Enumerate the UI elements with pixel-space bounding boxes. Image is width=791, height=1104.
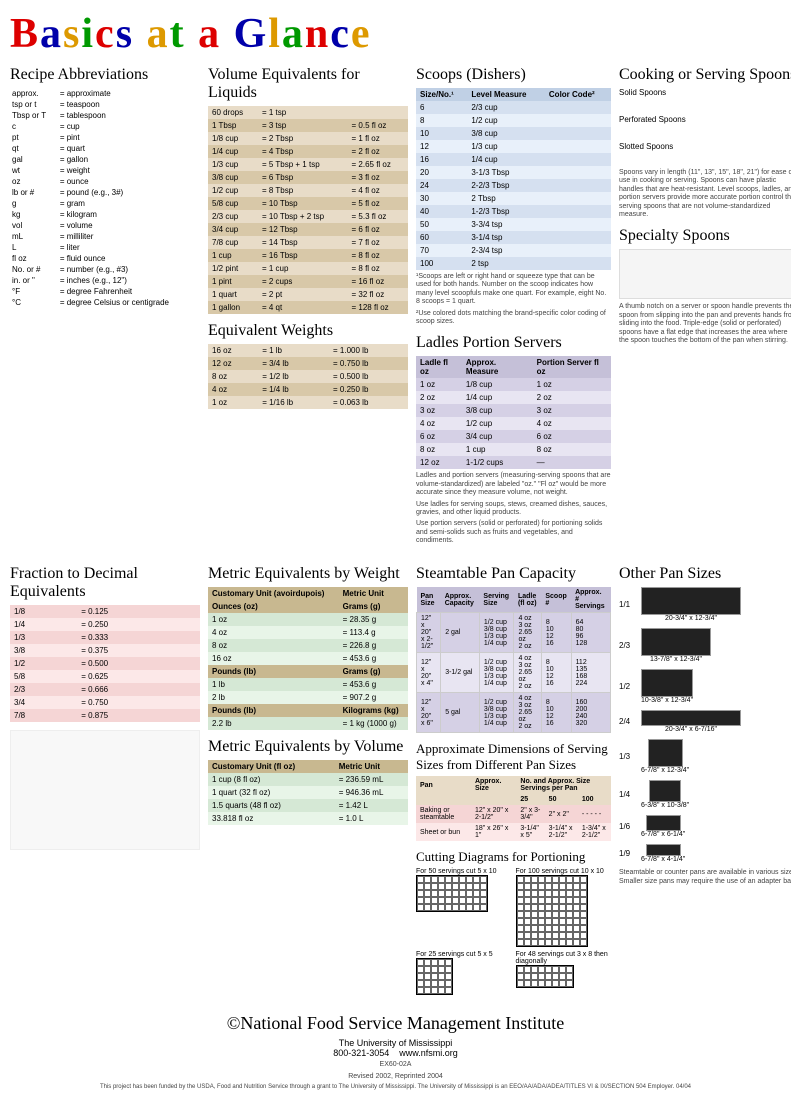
main-title: Basics at a Glance bbox=[10, 10, 781, 58]
note: Use portion servers (solid or perforated… bbox=[416, 520, 611, 545]
section-title: Specialty Spoons bbox=[619, 227, 791, 245]
cutting-diagrams: Cutting Diagrams for Portioning For 50 s… bbox=[416, 849, 611, 995]
section-title: Metric Equivalents by Weight bbox=[208, 565, 408, 583]
section-title: Metric Equivalents by Volume bbox=[208, 738, 408, 756]
other-pan-sizes: Other Pan Sizes 1/120-3/4" x 12-3/4"2/31… bbox=[619, 565, 791, 886]
footer-doc: EX60-02A bbox=[10, 1061, 781, 1069]
scoops: Scoops (Dishers) Size/No.¹Level MeasureC… bbox=[416, 66, 611, 326]
section-title: Scoops (Dishers) bbox=[416, 66, 611, 84]
spoon-image-placeholder bbox=[619, 249, 791, 299]
section-title: Steamtable Pan Capacity bbox=[416, 565, 611, 583]
cooking-spoons: Cooking or Serving Spoons Solid SpoonsPe… bbox=[619, 66, 791, 219]
ladles: Ladles Portion Servers Ladle fl ozApprox… bbox=[416, 334, 611, 545]
footer-fine: This project has been funded by the USDA… bbox=[10, 1084, 781, 1091]
metric-weight: Metric Equivalents by Weight Customary U… bbox=[208, 565, 408, 730]
note: ²Use colored dots matching the brand-spe… bbox=[416, 310, 611, 327]
section-title: Ladles Portion Servers bbox=[416, 334, 611, 352]
section-title: Cutting Diagrams for Portioning bbox=[416, 849, 611, 865]
note: A thumb notch on a server or spoon handl… bbox=[619, 303, 791, 345]
section-title: Volume Equivalents for Liquids bbox=[208, 66, 408, 102]
fraction-decimal: Fraction to Decimal Equivalents 1/8= 0.1… bbox=[10, 565, 200, 722]
section-title: Approximate Dimensions of Serving Sizes … bbox=[416, 741, 611, 773]
section-title: Cooking or Serving Spoons bbox=[619, 66, 791, 84]
note: Steamtable or counter pans are available… bbox=[619, 869, 791, 886]
note: Spoons vary in length (11", 13", 15", 18… bbox=[619, 169, 791, 219]
volume-equivalents: Volume Equivalents for Liquids 60 drops=… bbox=[208, 66, 408, 314]
footer-phone: 800-321-3054 bbox=[333, 1048, 389, 1058]
section-title: Equivalent Weights bbox=[208, 322, 408, 340]
note: Ladles and portion servers (measuring-se… bbox=[416, 472, 611, 497]
equivalent-weights: Equivalent Weights 16 oz= 1 lb= 1.000 lb… bbox=[208, 322, 408, 409]
footer-web: www.nfsmi.org bbox=[399, 1048, 458, 1058]
note: Use ladles for serving soups, stews, cre… bbox=[416, 501, 611, 518]
steamtable: Steamtable Pan Capacity Pan SizeApprox. … bbox=[416, 565, 611, 733]
recipe-abbreviations: Recipe Abbreviations approx.= approximat… bbox=[10, 66, 200, 308]
section-title: Fraction to Decimal Equivalents bbox=[10, 565, 200, 601]
kitchen-tools-image bbox=[10, 730, 200, 850]
footer-rev: Revised 2002, Reprinted 2004 bbox=[10, 1073, 781, 1081]
footer: ©National Food Service Management Instit… bbox=[10, 1013, 781, 1091]
footer-uni: The University of Mississippi bbox=[10, 1038, 781, 1048]
note: ¹Scoops are left or right hand or squeez… bbox=[416, 273, 611, 307]
specialty-spoons: Specialty Spoons A thumb notch on a serv… bbox=[619, 227, 791, 345]
metric-volume: Metric Equivalents by Volume Customary U… bbox=[208, 738, 408, 825]
approx-dimensions: Approximate Dimensions of Serving Sizes … bbox=[416, 741, 611, 841]
section-title: Other Pan Sizes bbox=[619, 565, 791, 583]
section-title: Recipe Abbreviations bbox=[10, 66, 200, 84]
